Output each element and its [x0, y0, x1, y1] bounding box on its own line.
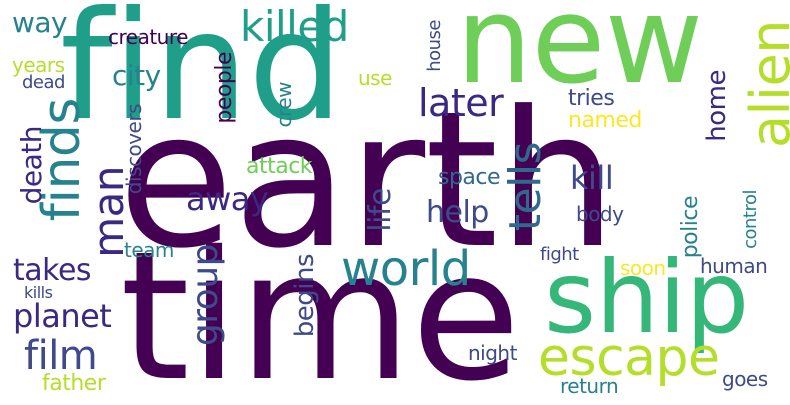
word-return: return — [560, 374, 619, 398]
word-tells: tells — [500, 142, 551, 232]
word-human: human — [700, 254, 768, 278]
word-city: city — [112, 59, 161, 92]
word-film: film — [24, 333, 98, 379]
word-space: space — [438, 165, 501, 190]
word-father: father — [42, 371, 106, 396]
word-world: world — [341, 241, 471, 297]
word-begins: begins — [290, 254, 320, 338]
word-new: new — [456, 0, 703, 111]
word-kill: kill — [570, 159, 614, 197]
word-crew: crew — [272, 82, 296, 128]
word-home: home — [702, 70, 732, 142]
word-away: away — [186, 180, 269, 218]
word-escape: escape — [538, 328, 720, 388]
word-tries: tries — [568, 86, 615, 111]
word-earth: earth — [118, 71, 617, 290]
word-house: house — [424, 20, 445, 72]
word-dead: dead — [22, 72, 65, 93]
word-discovers: discovers — [122, 104, 146, 195]
word-kills: kills — [24, 283, 53, 302]
word-creature: creature — [108, 25, 188, 49]
word-years: years — [12, 53, 65, 77]
word-find: find — [60, 0, 343, 154]
word-life: life — [363, 188, 398, 232]
word-team: team — [124, 238, 174, 262]
word-death: death — [15, 126, 48, 205]
word-goes: goes — [722, 367, 768, 391]
word-people: people — [212, 52, 237, 124]
word-ship: ship — [544, 239, 749, 356]
word-way: way — [12, 6, 68, 39]
word-planet: planet — [13, 297, 112, 335]
word-police: police — [678, 196, 703, 259]
word-named: named — [568, 108, 642, 133]
word-use: use — [358, 66, 392, 90]
word-group: group — [185, 244, 226, 347]
word-attack: attack — [246, 154, 313, 179]
word-help: help — [426, 195, 489, 230]
word-night: night — [468, 341, 517, 365]
word-takes: takes — [13, 253, 92, 288]
word-time: time — [120, 213, 521, 405]
word-soon: soon — [620, 256, 666, 280]
word-fight: fight — [540, 244, 579, 265]
word-alien: alien — [739, 20, 790, 149]
word-control: control — [740, 190, 761, 249]
word-killed: killed — [240, 2, 349, 51]
word-later: later — [418, 81, 504, 125]
word-body: body — [576, 202, 624, 226]
